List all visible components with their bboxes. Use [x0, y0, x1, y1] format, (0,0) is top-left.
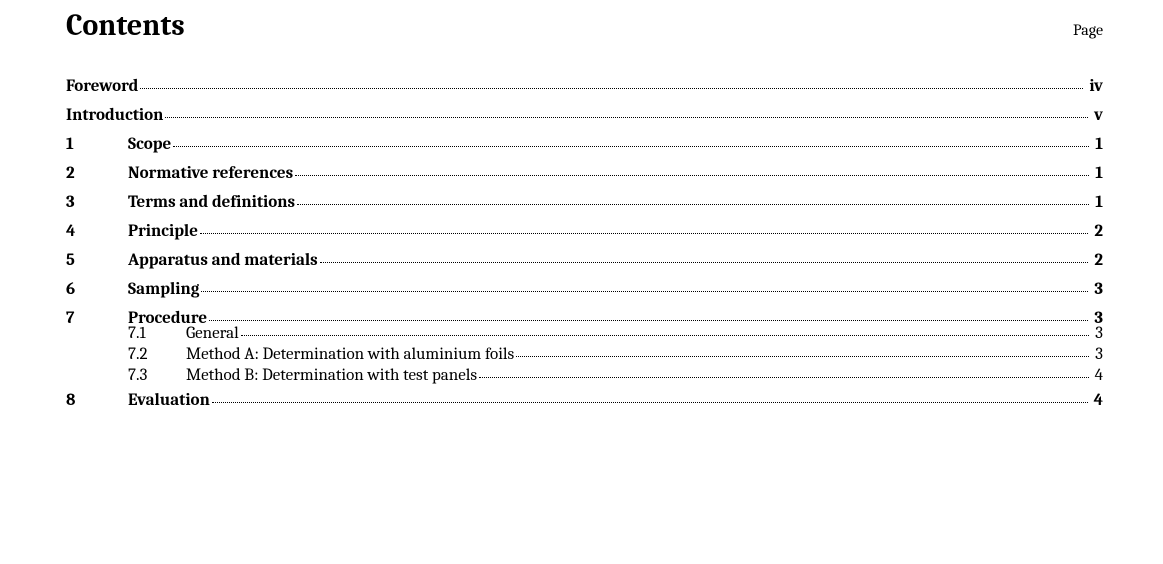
- toc-entry-number: 7.3: [128, 366, 186, 385]
- toc-dot-leaders: [212, 402, 1088, 403]
- toc-entry-page: 3: [1093, 345, 1103, 364]
- toc-entry-number: 4: [66, 222, 128, 241]
- toc-dot-leaders: [209, 320, 1088, 321]
- toc-dot-leaders: [200, 233, 1088, 234]
- toc-entry-title: Foreword: [66, 77, 138, 96]
- toc-entry-page: 2: [1092, 222, 1103, 241]
- toc-sublist: 7.1General37.2Method A: Determination wi…: [128, 324, 1103, 385]
- toc-entry-title: Evaluation: [128, 391, 210, 410]
- toc-entry-title: Normative references: [128, 164, 293, 183]
- toc-entry-title: Terms and definitions: [128, 193, 295, 212]
- toc-entry: 1Scope1: [66, 135, 1103, 154]
- toc-dot-leaders: [140, 88, 1083, 89]
- toc-entry: Introduction v: [66, 106, 1103, 125]
- toc-subentry: 7.3Method B: Determination with test pan…: [128, 366, 1103, 385]
- contents-heading: Contents: [66, 8, 185, 43]
- toc-entry-number: 7: [66, 309, 128, 328]
- toc-entry-page: 2: [1092, 251, 1103, 270]
- toc-entry: 8Evaluation 4: [66, 391, 1103, 410]
- toc-entry: 4Principle 2: [66, 222, 1103, 241]
- toc-entry-page: 3: [1092, 280, 1103, 299]
- toc-dot-leaders: [201, 291, 1088, 292]
- toc-entry: 6Sampling 3: [66, 280, 1103, 299]
- toc-entry-page: 1: [1093, 135, 1103, 154]
- toc-entry: Foreword iv: [66, 77, 1103, 96]
- toc-entry-title: Introduction: [66, 106, 163, 125]
- toc-dot-leaders: [516, 356, 1089, 357]
- toc-entry: 3Terms and definitions 1: [66, 193, 1103, 212]
- toc-entry: 2Normative references 1: [66, 164, 1103, 183]
- toc-entry-page: 3: [1093, 324, 1103, 343]
- toc-entry: 5Apparatus and materials 2: [66, 251, 1103, 270]
- toc-entry-number: 5: [66, 251, 128, 270]
- toc-dot-leaders: [173, 146, 1089, 147]
- toc-entry-page: 1: [1093, 164, 1103, 183]
- toc-dot-leaders: [479, 377, 1089, 378]
- toc-entry-page: iv: [1087, 77, 1103, 96]
- toc-entry-title: Method B: Determination with test panels: [186, 366, 477, 385]
- toc-entry-page: 1: [1093, 193, 1103, 212]
- page-column-label: Page: [1073, 21, 1103, 39]
- toc-entry-number: 2: [66, 164, 128, 183]
- toc-entry-number: 7.1: [128, 324, 186, 343]
- toc-entry-number: 6: [66, 280, 128, 299]
- toc-entry-title: Scope: [128, 135, 171, 154]
- toc-entry-title: Method A: Determination with aluminium f…: [186, 345, 514, 364]
- toc-list: ForewordivIntroductionv1Scope12Normative…: [66, 77, 1103, 410]
- toc-entry-title: Principle: [128, 222, 198, 241]
- toc-dot-leaders: [297, 204, 1089, 205]
- toc-entry-title: General: [186, 324, 239, 343]
- toc-page: Contents Page ForewordivIntroductionv1Sc…: [0, 0, 1163, 564]
- toc-dot-leaders: [241, 335, 1089, 336]
- toc-entry-number: 7.2: [128, 345, 186, 364]
- toc-entry-page: v: [1092, 106, 1103, 125]
- toc-entry-page: 4: [1093, 366, 1103, 385]
- toc-header: Contents Page: [66, 8, 1103, 43]
- toc-entry-title: Sampling: [128, 280, 199, 299]
- toc-dot-leaders: [165, 117, 1088, 118]
- toc-entry-number: 3: [66, 193, 128, 212]
- toc-dot-leaders: [320, 262, 1089, 263]
- toc-entry-number: 1: [66, 135, 128, 154]
- toc-subentry: 7.2Method A: Determination with aluminiu…: [128, 345, 1103, 364]
- toc-entry-page: 4: [1092, 391, 1103, 410]
- toc-entry-title: Apparatus and materials: [128, 251, 318, 270]
- toc-dot-leaders: [295, 175, 1089, 176]
- toc-entry-number: 8: [66, 391, 128, 410]
- toc-subentry: 7.1General 3: [128, 324, 1103, 343]
